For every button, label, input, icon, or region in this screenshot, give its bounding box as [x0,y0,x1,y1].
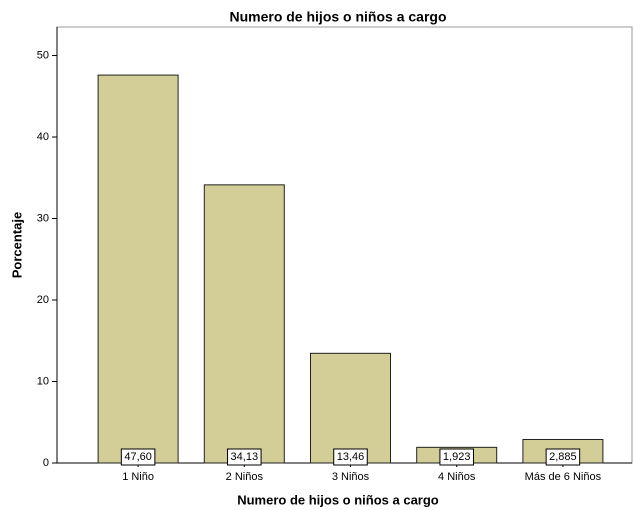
y-tick-label: 40 [37,131,49,143]
value-label: 1,923 [443,451,471,463]
value-label-box [120,448,156,466]
y-tick-label: 50 [37,49,49,61]
value-label-box [439,448,474,466]
y-tick-label: 0 [43,457,49,469]
x-tick-label: 3 Niños [332,471,370,483]
x-tick-label: 1 Niño [122,471,154,483]
x-tick-label: Más de 6 Niños [525,471,602,483]
value-label-box [545,448,581,466]
chart-title: Numero de hijos o niños a cargo [229,9,446,25]
value-label: 34,13 [231,451,259,463]
value-label: 13,46 [337,451,365,463]
x-tick-label: 4 Niños [438,471,476,483]
x-axis-title: Numero de hijos o niños a cargo [237,492,439,507]
value-label-box [333,448,368,466]
bar [203,184,285,464]
value-label: 47,60 [124,451,152,463]
value-label: 2,885 [549,451,577,463]
x-tick-label: 2 Niños [226,471,264,483]
value-label-box [227,448,262,466]
y-tick-label: 30 [37,212,49,224]
bar [310,352,391,464]
y-tick-label: 20 [37,294,49,306]
y-tick-label: 10 [37,375,49,387]
y-axis-title: Porcentaje [9,212,24,278]
bar [97,74,179,464]
